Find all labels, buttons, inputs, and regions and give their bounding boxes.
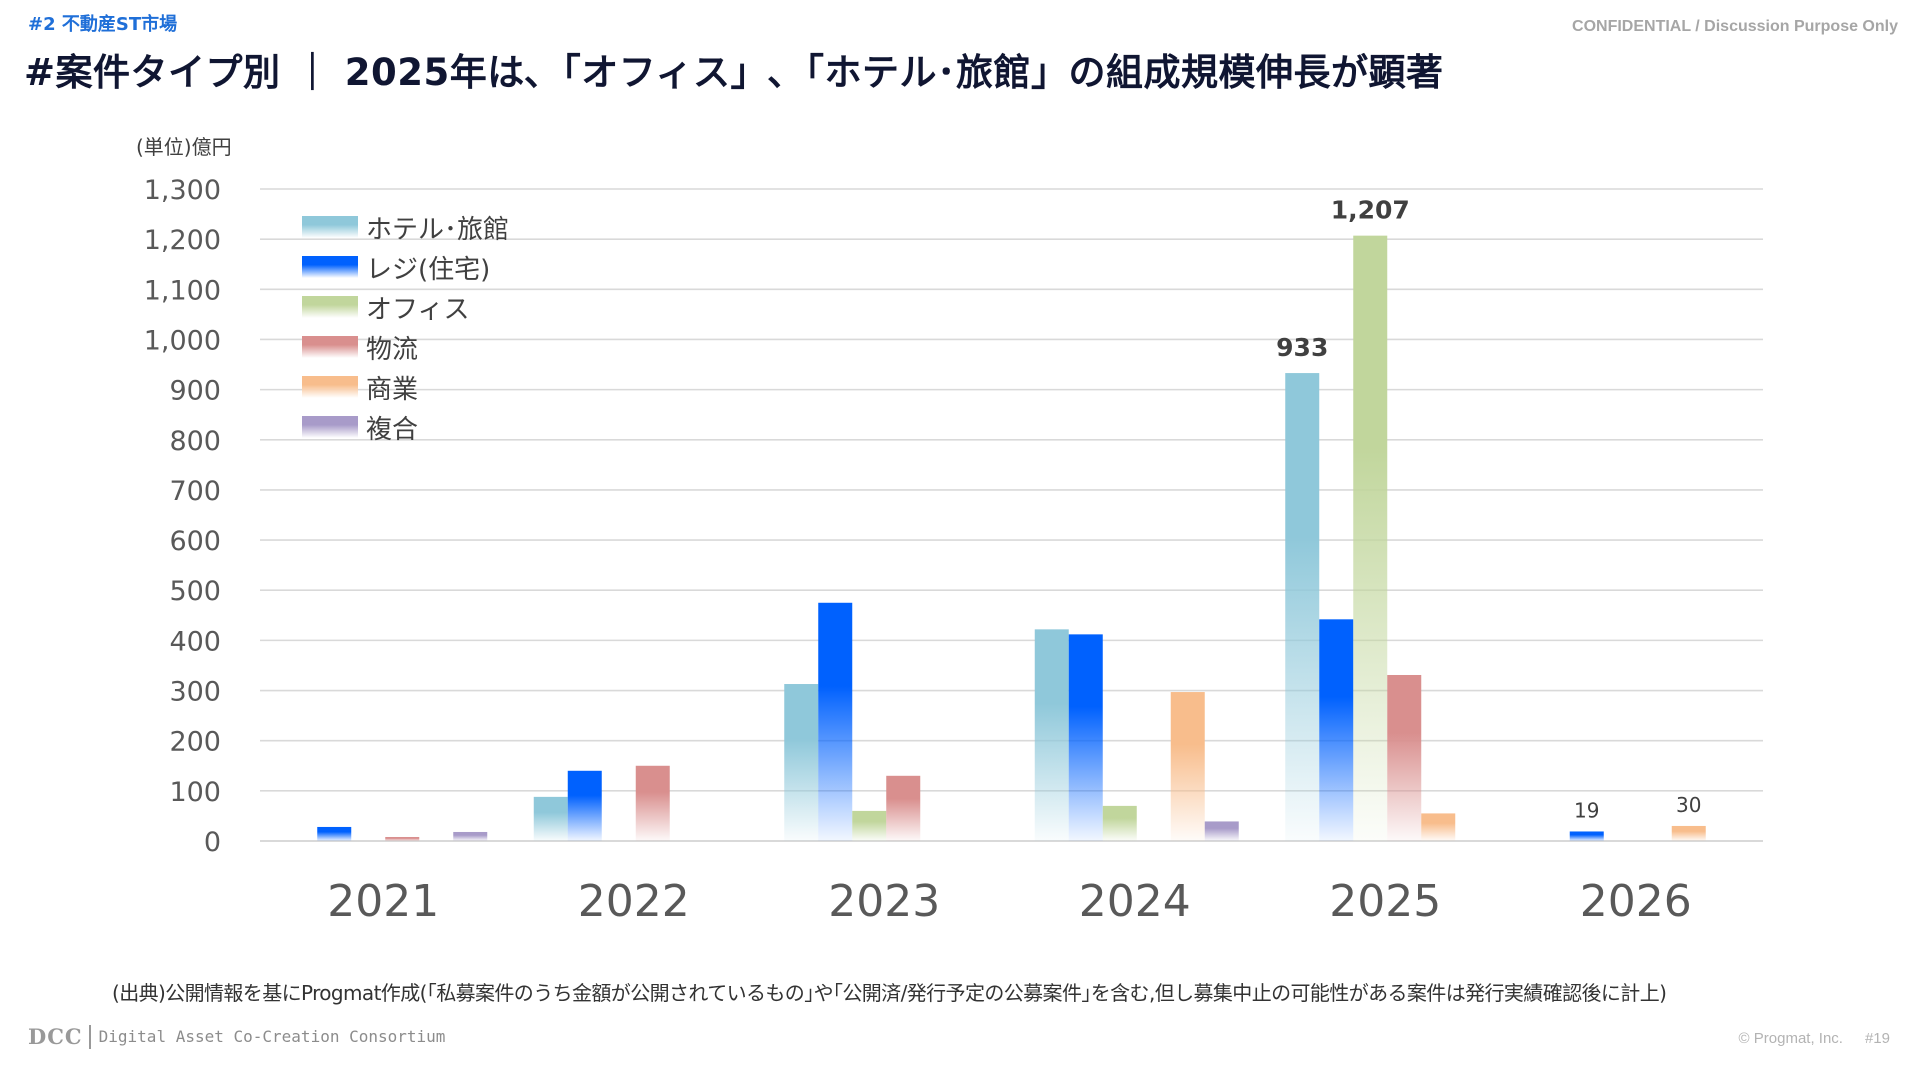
bar-2022-0: [533, 796, 568, 841]
legend-item: 商業: [302, 367, 509, 407]
bar-2021-1: [317, 826, 352, 841]
bar-2025-3: [1387, 674, 1422, 841]
y-tick-label: 900: [169, 376, 221, 407]
legend-label: 物流: [366, 334, 419, 365]
data-labels: 933 1,207 19 30: [1276, 196, 1701, 823]
y-tick-label: 1,000: [144, 325, 221, 356]
legend-swatch: [302, 216, 358, 238]
x-tick-label: 2024: [1079, 876, 1191, 927]
bar-2023-3: [886, 775, 921, 841]
page-title: #案件タイプ別 ｜ 2025年は､「オフィス」､「ホテル･旅館」の組成規模伸長が…: [24, 51, 1444, 94]
bar-2025-0: [1285, 373, 1320, 841]
legend-swatch: [302, 336, 358, 358]
legend-item: 複合: [302, 407, 509, 447]
legend-label: 複合: [366, 414, 419, 445]
legend-swatch: [302, 416, 358, 438]
legend-item: オフィス: [302, 287, 509, 327]
bar-2024-1: [1068, 634, 1103, 841]
section-label: #2 不動産ST市場: [28, 14, 178, 35]
legend-label: オフィス: [366, 294, 470, 325]
data-label: 1,207: [1331, 196, 1410, 225]
page-number: #19: [1864, 1030, 1890, 1047]
x-tick-label: 2023: [828, 876, 940, 927]
confidential-notice: CONFIDENTIAL / Discussion Purpose Only: [1572, 18, 1898, 35]
source-note: (出典)公開情報を基にProgmat作成(｢私募案件のうち金額が公開されているも…: [112, 981, 1667, 1005]
x-tick-label: 2026: [1580, 876, 1692, 927]
data-label: 30: [1676, 793, 1701, 817]
gridlines: [260, 188, 1763, 842]
bar-2021-5: [453, 831, 488, 841]
x-tick-label: 2021: [327, 876, 439, 927]
legend-swatch: [302, 296, 358, 318]
y-axis-ticks: 0 100 200 300 400 500 600 700 800 900 1,000 1,100 1,…: [144, 175, 221, 858]
bar-chart: 0 100 200 300 400 500 600 700 800 900 1,000 1,100 1,…: [144, 175, 1763, 927]
bar-2023-2: [852, 810, 887, 841]
chart-legend: ホテル･旅館 レジ(住宅) オフィス物流商業複合: [302, 207, 509, 447]
y-tick-label: 1,200: [144, 225, 221, 256]
logo-divider: [88, 1024, 91, 1049]
legend-label: 商業: [366, 374, 419, 405]
y-tick-label: 600: [169, 526, 221, 557]
legend-label: ホテル･旅館: [366, 214, 510, 245]
legend-item: レジ(住宅): [302, 247, 509, 287]
bars: [317, 235, 1706, 842]
data-label: 19: [1574, 798, 1599, 822]
bar-2024-2: [1102, 805, 1137, 841]
y-tick-label: 300: [169, 677, 221, 708]
bar-2023-1: [818, 602, 853, 841]
y-tick-label: 500: [169, 576, 221, 607]
bar-2025-2: [1353, 235, 1388, 842]
y-tick-label: 700: [169, 476, 221, 507]
footer-logo: DCC Digital Asset Co-Creation Consortium: [28, 1024, 445, 1049]
bar-2025-4: [1421, 813, 1456, 841]
x-tick-label: 2022: [578, 876, 690, 927]
legend-swatch: [302, 256, 358, 278]
bar-2024-5: [1204, 821, 1239, 841]
y-tick-label: 1,300: [144, 175, 221, 206]
legend-label: レジ(住宅): [366, 254, 491, 285]
legend-item: ホテル･旅館: [302, 207, 509, 247]
bar-2026-1: [1569, 831, 1604, 841]
x-tick-label: 2025: [1329, 876, 1441, 927]
y-tick-label: 200: [169, 727, 221, 758]
bar-2026-4: [1671, 825, 1706, 841]
x-axis-ticks: 2021 2022 2023 2024 2025 2026: [327, 876, 1691, 927]
y-tick-label: 100: [169, 777, 221, 808]
bar-2025-1: [1319, 619, 1354, 841]
legend-swatch: [302, 376, 358, 398]
bar-2021-3: [385, 836, 420, 841]
bar-2022-3: [635, 765, 670, 841]
y-tick-label: 800: [169, 426, 221, 457]
y-tick-label: 400: [169, 626, 221, 657]
footer-copyright: © Progmat, Inc. #19: [1739, 1030, 1890, 1047]
y-tick-label: 1,100: [144, 275, 221, 306]
bar-2022-1: [567, 770, 602, 841]
copyright-text: © Progmat, Inc.: [1738, 1030, 1843, 1047]
data-label: 933: [1276, 333, 1328, 362]
bar-2023-0: [784, 684, 819, 841]
y-tick-label: 0: [204, 827, 221, 858]
bar-2024-0: [1034, 629, 1069, 841]
legend-item: 物流: [302, 327, 509, 367]
logo-short: DCC: [28, 1024, 83, 1049]
bar-2024-4: [1170, 692, 1205, 841]
unit-label: (単位)億円: [136, 135, 232, 159]
logo-full-name: Digital Asset Co-Creation Consortium: [98, 1027, 446, 1046]
